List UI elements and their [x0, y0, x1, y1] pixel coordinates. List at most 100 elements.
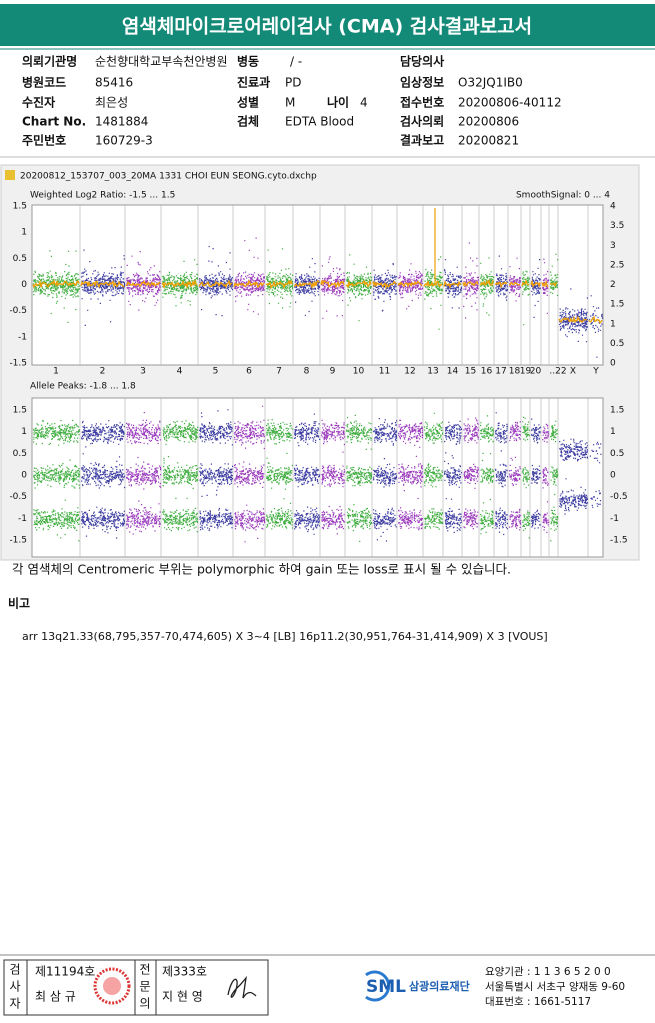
axis-tick-label: -1: [18, 514, 27, 524]
smooth-signal: [530, 279, 541, 288]
axis-tick-label: 3.5: [610, 221, 624, 231]
signal-dots: [398, 263, 424, 310]
chromosome-label: Y: [592, 367, 599, 377]
smooth-signal: [443, 280, 462, 289]
smooth-signal: [233, 279, 265, 289]
signal-dots: [346, 254, 373, 322]
field-label: 결과보고: [400, 133, 444, 148]
field-value: 20200806: [458, 115, 519, 129]
axis-tick-label: 1.5: [13, 406, 27, 416]
sign-label: 의: [139, 997, 150, 1011]
smooth-signal: [541, 279, 549, 288]
seal: [93, 967, 131, 1005]
remarks-text: arr 13q21.33(68,795,357-70,474,605) X 3~…: [22, 630, 548, 643]
smooth-signal: [549, 282, 557, 288]
axis-tick-label: 1.5: [610, 300, 624, 310]
chromosome-label: 20: [530, 367, 542, 377]
smooth-signal: [494, 281, 508, 289]
field-label: 병원코드: [22, 75, 66, 90]
logo-mark: [365, 970, 391, 1002]
axis-tick-label: 0.5: [610, 449, 624, 459]
chromosome-label: 15: [465, 367, 476, 377]
field-label: 나이: [327, 95, 349, 110]
field-label: 담당의사: [400, 54, 444, 69]
chromosome-label: X: [570, 367, 576, 377]
smooth-signal: [588, 315, 603, 324]
field-value: M: [285, 96, 295, 110]
field-label: 검체: [237, 114, 259, 129]
smooth-signal: [397, 280, 423, 288]
license-no: 제11194호: [35, 965, 95, 979]
axis-tick-label: 3: [610, 241, 616, 251]
allele-dots: [81, 420, 126, 539]
chromosome-label: 8: [304, 367, 310, 377]
plot-filename: 20200812_153707_003_20MA 1331 CHOI EUN S…: [20, 172, 317, 182]
allele-dots: [398, 419, 424, 531]
axis-tick-label: 0.5: [13, 254, 27, 264]
smooth-signal: [293, 279, 320, 290]
report-title: 염색체마이크로어레이검사 (CMA) 검사결과보고서: [122, 16, 532, 38]
signal-dots: [373, 263, 398, 312]
allele-dots: [33, 419, 81, 542]
field-value: 4: [360, 96, 368, 110]
allele-dots: [126, 412, 162, 535]
field-value: 160729-3: [95, 134, 153, 148]
chromosome-label: 19: [520, 367, 532, 377]
field-label: 주민번호: [22, 133, 66, 148]
examiner-name: 최 삼 규: [35, 990, 76, 1004]
remarks-title: 비고: [8, 596, 30, 611]
chromosome-label: 13: [427, 367, 438, 377]
sign-label: 사: [9, 980, 20, 994]
allele-dots: [373, 418, 398, 542]
note: 각 염색체의 Centromeric 부위는 polymorphic 하여 ga…: [12, 562, 511, 577]
axis-tick-label: 1.5: [610, 406, 624, 416]
panel-label: Weighted Log2 Ratio: -1.5 ... 1.5: [30, 191, 175, 201]
signal-dots: [480, 257, 495, 316]
smooth-signal: [423, 280, 443, 288]
allele-dots: [531, 418, 542, 529]
axis-tick-label: -0.5: [9, 306, 27, 316]
allele-dots: [550, 420, 559, 542]
smooth-signal: [345, 279, 372, 289]
signal-dots: [266, 248, 294, 309]
chromosome-label: 7: [276, 367, 282, 377]
field-label: 접수번호: [400, 95, 444, 110]
allele-dots: [199, 409, 234, 532]
signal-dots: [550, 253, 559, 297]
allele-dots: [480, 415, 495, 535]
signal-dots: [589, 295, 604, 358]
allele-dots: [321, 419, 346, 535]
field-value: 20200821: [458, 134, 519, 148]
field-value: 1481884: [95, 115, 148, 129]
axis-tick-label: 0: [21, 471, 27, 481]
sign-label: 검: [9, 963, 20, 977]
chromosome-label: 3: [140, 367, 146, 377]
field-label: 성별: [237, 95, 259, 110]
field-value: 최은성: [95, 96, 128, 110]
allele-dots: [424, 412, 444, 530]
signal-dots: [463, 242, 479, 319]
axis-tick-label: 1: [610, 427, 616, 437]
signature: [227, 975, 257, 999]
allele-dots: [495, 412, 509, 536]
smooth-signal: [80, 280, 125, 289]
field-value: 85416: [95, 76, 133, 90]
smooth-signal: [198, 279, 233, 289]
field-label: 임상정보: [400, 75, 444, 90]
axis-tick-label: 4: [610, 202, 616, 212]
chromosome-label: 17: [495, 367, 506, 377]
chromosome-label: 1: [53, 367, 59, 377]
chromosome-label: 16: [481, 367, 493, 377]
field-label: 진료과: [237, 75, 270, 90]
chromosome-label: 18: [509, 367, 521, 377]
axis-tick-label: -1.5: [610, 536, 628, 546]
smooth-signal: [558, 315, 588, 324]
allele-dots: [266, 419, 294, 530]
field-label: Chart No.: [22, 115, 86, 129]
field-label: 의뢰기관명: [22, 54, 77, 69]
axis-tick-label: 0: [21, 280, 27, 290]
chromosome-label: 12: [404, 367, 415, 377]
axis-tick-label: -1: [18, 332, 27, 342]
allele-dots: [509, 421, 521, 531]
chromosome-label: 2: [100, 367, 106, 377]
